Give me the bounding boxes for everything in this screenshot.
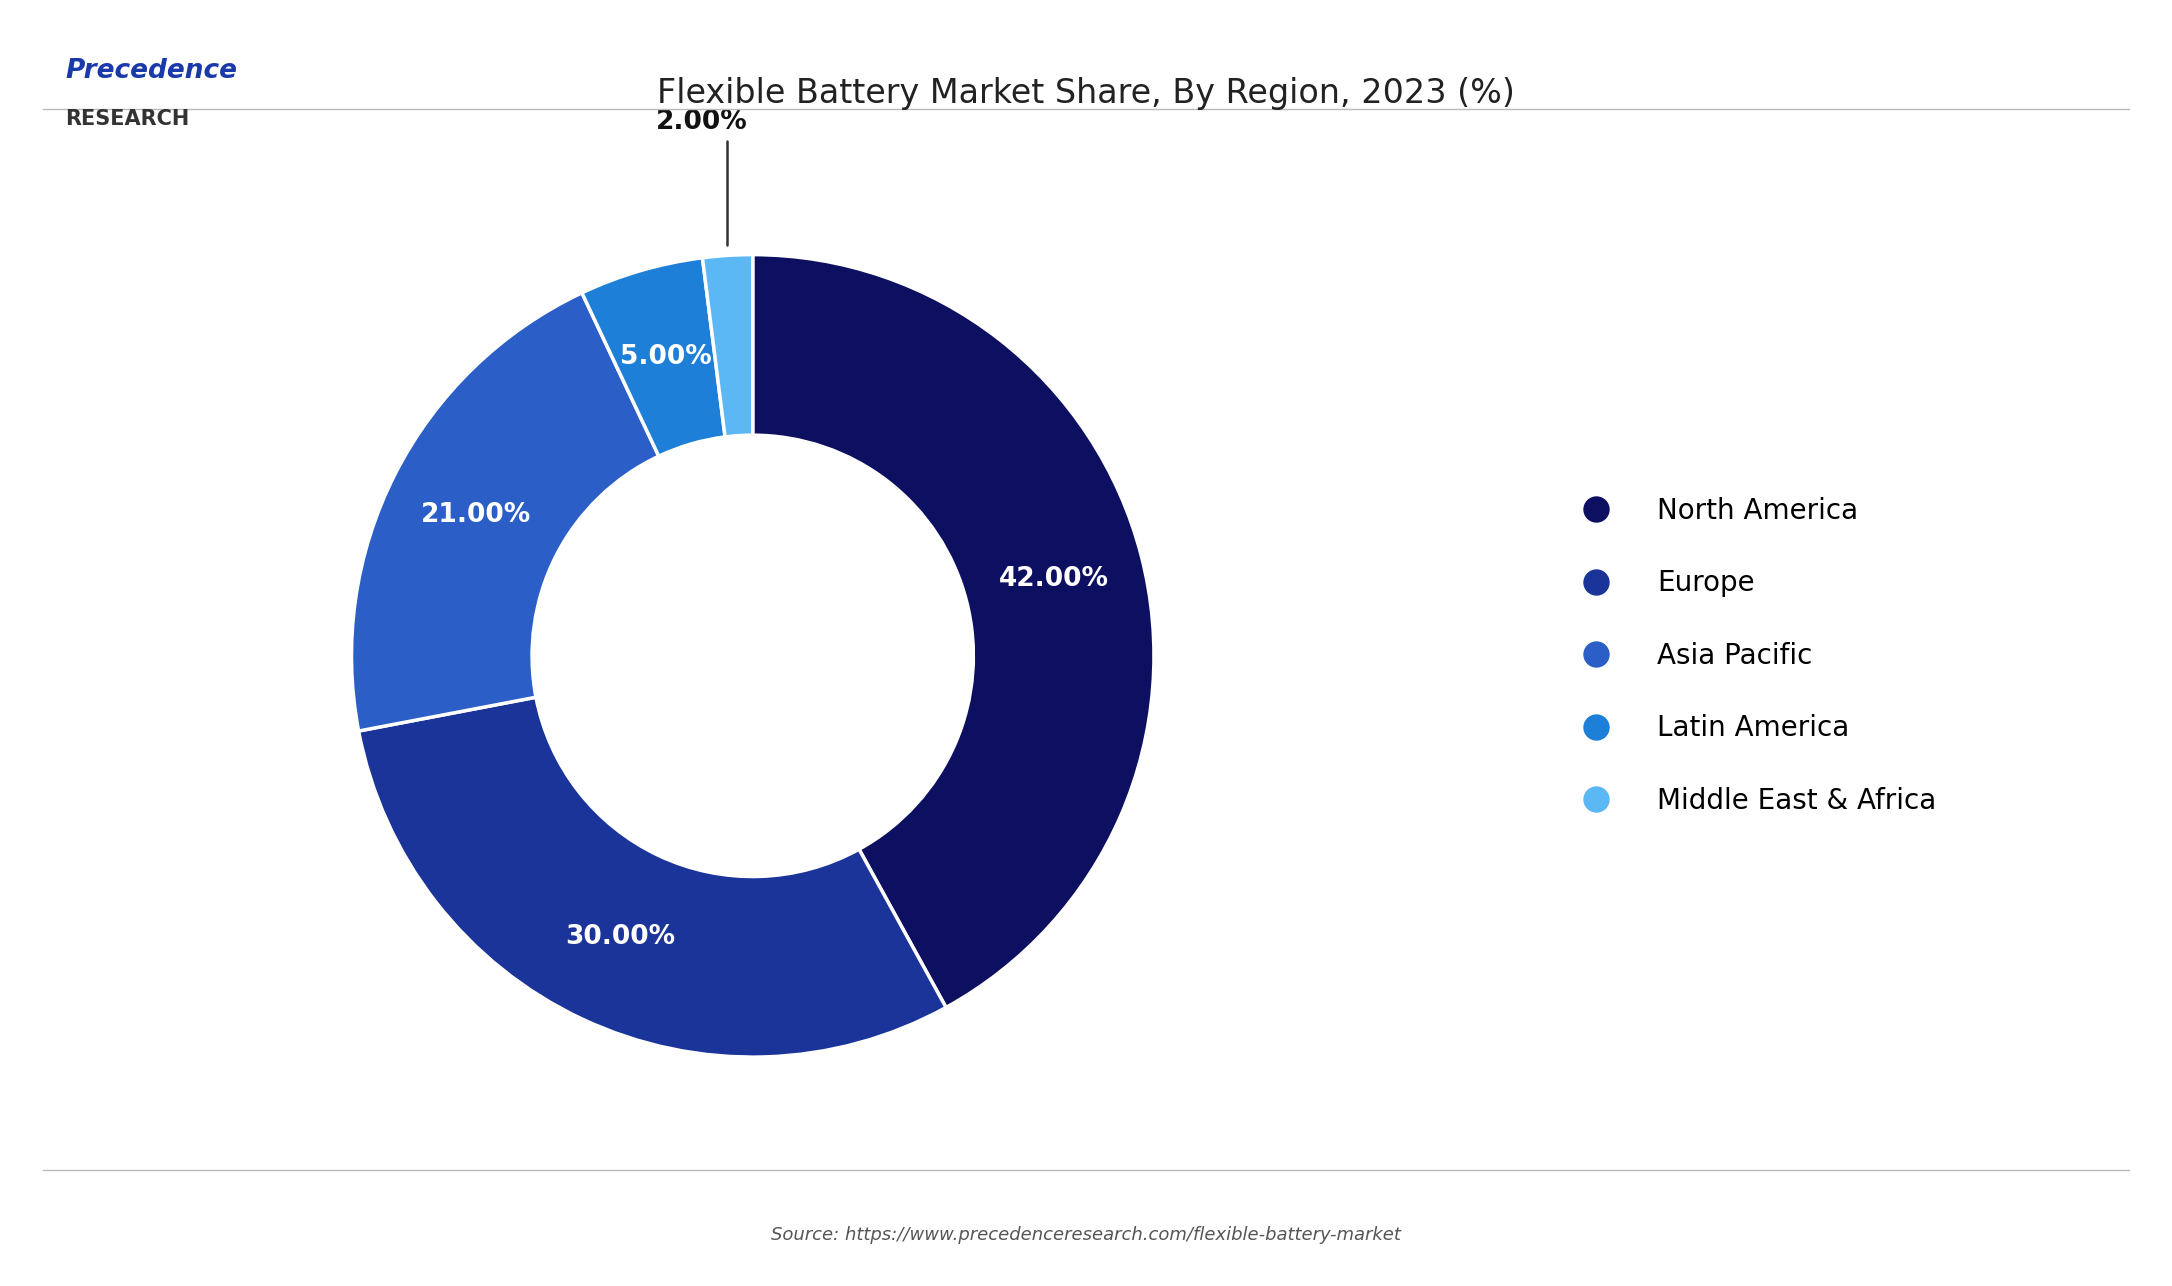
Text: 30.00%: 30.00% [565, 925, 675, 950]
Text: 2.00%: 2.00% [656, 109, 747, 244]
Wedge shape [702, 255, 754, 437]
Text: Precedence: Precedence [65, 58, 237, 84]
Text: RESEARCH: RESEARCH [65, 109, 189, 130]
Wedge shape [754, 255, 1153, 1007]
Text: 21.00%: 21.00% [421, 502, 530, 527]
Text: 42.00%: 42.00% [999, 566, 1110, 592]
Wedge shape [352, 293, 658, 730]
Text: Source: https://www.precedenceresearch.com/flexible-battery-market: Source: https://www.precedenceresearch.c… [771, 1226, 1401, 1244]
Text: Flexible Battery Market Share, By Region, 2023 (%): Flexible Battery Market Share, By Region… [658, 77, 1514, 111]
Legend: North America, Europe, Asia Pacific, Latin America, Middle East & Africa: North America, Europe, Asia Pacific, Lat… [1555, 484, 1950, 828]
Text: 5.00%: 5.00% [619, 345, 712, 370]
Wedge shape [358, 697, 947, 1057]
Wedge shape [582, 257, 725, 457]
